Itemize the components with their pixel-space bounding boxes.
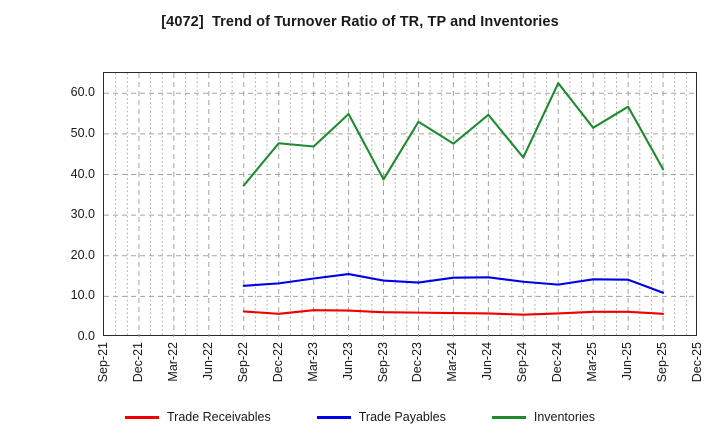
x-axis-tick-label: Sep-25 [655, 342, 670, 383]
x-axis-tick-label: Dec-23 [410, 342, 425, 383]
legend-swatch-icon [491, 415, 526, 419]
series-line-0 [242, 309, 665, 316]
y-axis-tick-label: 10.0 [70, 288, 95, 303]
x-axis-tick-label: Dec-25 [690, 342, 704, 383]
legend-swatch-icon [316, 415, 351, 419]
grid-lines [104, 73, 698, 337]
series-lines [242, 82, 665, 316]
x-axis-tick-label: Jun-25 [620, 342, 635, 381]
legend-swatch-icon [124, 415, 159, 419]
y-axis-tick-label: 50.0 [70, 125, 95, 140]
x-axis-tick-label: Jun-24 [480, 342, 495, 381]
legend-label: Trade Receivables [166, 410, 271, 424]
x-axis-tick-label: Dec-21 [130, 342, 145, 383]
y-axis-tick-label: 60.0 [70, 85, 95, 100]
x-axis-tick-label: Dec-24 [550, 342, 565, 383]
y-axis-tick-label: 20.0 [70, 247, 95, 262]
x-axis-tick-label: Sep-23 [375, 342, 390, 383]
series-line-2 [242, 82, 665, 187]
y-axis-tick-label: 40.0 [70, 166, 95, 181]
legend-item[interactable]: Trade Payables [316, 410, 446, 424]
chart-title: [4072] Trend of Turnover Ratio of TR, TP… [161, 14, 559, 30]
x-axis-tick-label: Mar-23 [305, 342, 320, 382]
x-axis-tick-label: Mar-24 [445, 342, 460, 382]
legend-label: Trade Payables [358, 410, 446, 424]
plot-area [103, 72, 698, 337]
x-axis-tick-label: Dec-22 [270, 342, 285, 383]
chart-legend: Trade Receivables Trade Payables Inventori… [0, 404, 720, 430]
series-line-1 [242, 273, 665, 294]
legend-label: Inventories [533, 410, 595, 424]
y-axis-tick-label: 30.0 [70, 207, 95, 222]
x-axis-tick-label: Sep-24 [515, 342, 530, 383]
x-axis-tick-label: Jun-22 [200, 342, 215, 381]
y-axis-tick-label: 0.0 [77, 329, 95, 343]
legend-item[interactable]: Trade Receivables [124, 410, 271, 424]
legend-item[interactable]: Inventories [491, 410, 595, 424]
x-axis-tick-label: Sep-22 [235, 342, 250, 383]
x-axis-tick-label: Mar-25 [585, 342, 600, 382]
x-axis-tick-label: Sep-21 [96, 342, 110, 383]
x-axis-tick-label: Jun-23 [340, 342, 355, 381]
x-axis-tick-label: Mar-22 [165, 342, 180, 382]
